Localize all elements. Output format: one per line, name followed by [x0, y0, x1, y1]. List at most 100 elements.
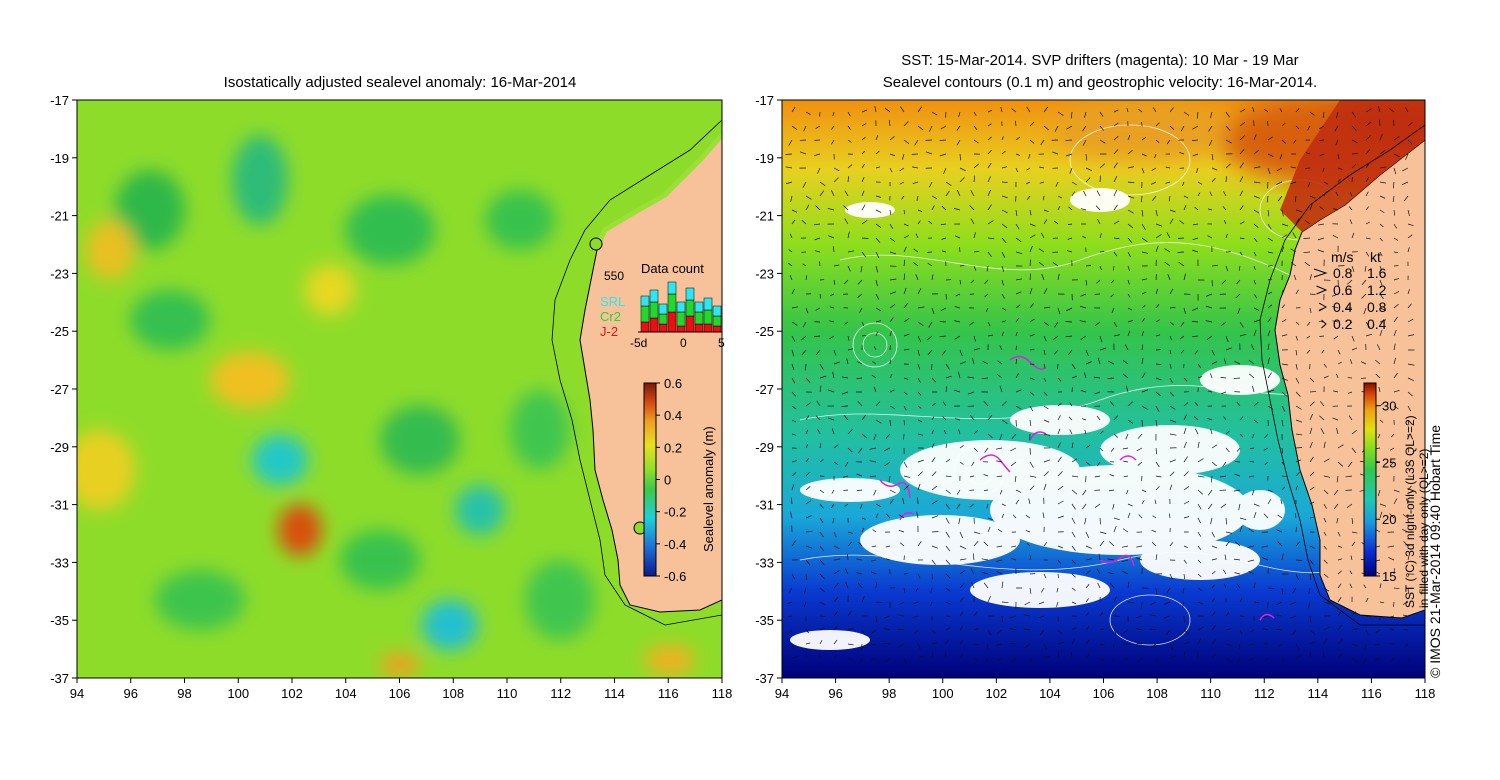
- velocity-arrow: [1071, 517, 1076, 524]
- velocity-arrow: [833, 177, 839, 183]
- velocity-arrow: [1321, 349, 1325, 354]
- velocity-arrow: [1001, 166, 1008, 169]
- velocity-arrow: [833, 545, 840, 550]
- velocity-arrow: [930, 587, 933, 593]
- velocity-arrow: [1309, 441, 1313, 449]
- velocity-arrow: [1169, 349, 1172, 355]
- velocity-arrow: [954, 335, 961, 340]
- velocity-arrow: [875, 135, 879, 141]
- velocity-arrow: [1319, 153, 1325, 156]
- velocity-arrow: [1152, 195, 1157, 201]
- velocity-arrow: [1253, 166, 1261, 169]
- left-sealevel-map[interactable]: -17-19-21-23-25-27-29-31-33-35-37 94 96 98…: [0, 0, 760, 780]
- velocity-arrow: [903, 259, 906, 267]
- velocity-arrow: [1113, 176, 1118, 183]
- velocity-arrow: [875, 419, 882, 424]
- velocity-arrow: [1374, 643, 1381, 646]
- velocity-arrow: [1309, 204, 1313, 211]
- velocity-arrow: [1169, 209, 1176, 213]
- velocity-arrow: [1135, 615, 1143, 619]
- velocity-arrow: [1267, 389, 1275, 393]
- velocity-arrow: [1099, 628, 1104, 631]
- velocity-arrow: [861, 190, 865, 197]
- lon-tick-label: 114: [1307, 686, 1328, 701]
- velocity-arrow: [1332, 234, 1339, 239]
- velocity-arrow: [983, 400, 989, 407]
- velocity-arrow: [1183, 111, 1190, 116]
- velocity-arrow: [791, 321, 798, 326]
- velocity-arrow: [931, 545, 938, 549]
- velocity-arrow: [1351, 611, 1356, 617]
- velocity-arrow: [1015, 389, 1022, 393]
- velocity-arrow: [1295, 472, 1300, 477]
- data-count-bar: [640, 321, 650, 333]
- velocity-arrow: [805, 458, 809, 463]
- velocity-arrow: [1080, 293, 1087, 297]
- lon-tick-label: 96: [828, 686, 842, 701]
- velocity-arrow: [847, 164, 853, 169]
- velocity-arrow: [847, 250, 855, 253]
- velocity-arrow: [1211, 177, 1216, 183]
- velocity-arrow: [1011, 545, 1017, 548]
- lon-tick-label: 98: [177, 686, 191, 701]
- velocity-arrow: [1125, 344, 1129, 351]
- velocity-arrow: [858, 447, 863, 454]
- velocity-arrow: [1365, 135, 1371, 141]
- imos-credit: © IMOS 21-Mar-2014 09:40 Hobart Time: [1427, 424, 1443, 678]
- velocity-arrow: [1071, 531, 1076, 538]
- velocity-arrow: [1127, 503, 1133, 507]
- velocity-arrow: [1225, 540, 1230, 547]
- velocity-arrow: [1112, 265, 1115, 271]
- velocity-arrow: [1113, 149, 1119, 155]
- velocity-arrow: [827, 389, 835, 393]
- velocity-arrow: [1084, 111, 1087, 118]
- legend-header-ms: m/s: [1331, 249, 1354, 265]
- right-sst-map[interactable]: -17-19-21-23-25-27-29-31-33-35-37 94 96 98…: [740, 0, 1500, 780]
- velocity-arrow: [941, 205, 947, 211]
- velocity-arrow: [1113, 415, 1118, 421]
- velocity-arrow: [889, 359, 891, 365]
- velocity-arrow: [805, 573, 808, 581]
- velocity-arrow: [1097, 219, 1101, 225]
- velocity-arrow: [1323, 458, 1330, 463]
- velocity-arrow: [983, 489, 989, 491]
- velocity-arrow: [805, 204, 810, 211]
- velocity-arrow: [1194, 206, 1199, 211]
- velocity-arrow: [1379, 402, 1384, 407]
- velocity-arrow: [861, 414, 867, 421]
- velocity-arrow: [903, 657, 907, 665]
- velocity-arrow: [1085, 545, 1092, 549]
- velocity-arrow: [1096, 415, 1101, 421]
- velocity-arrow: [959, 611, 964, 617]
- velocity-arrow: [889, 330, 892, 337]
- velocity-arrow: [903, 485, 909, 491]
- velocity-arrow: [889, 153, 896, 157]
- velocity-arrow: [1113, 122, 1119, 127]
- velocity-arrow: [996, 545, 1003, 548]
- velocity-arrow: [1085, 349, 1089, 357]
- velocity-arrow: [844, 218, 849, 225]
- velocity-arrow: [1211, 639, 1217, 645]
- velocity-arrow: [861, 123, 867, 127]
- velocity-arrow: [875, 166, 880, 169]
- velocity-arrow: [1379, 511, 1383, 519]
- velocity-arrow: [931, 416, 935, 421]
- velocity-arrow: [973, 657, 978, 661]
- velocity-arrow: [927, 349, 933, 356]
- velocity-arrow: [1038, 248, 1045, 253]
- data-count-tick: 5: [718, 336, 725, 350]
- tide-gauge-marker[interactable]: [589, 237, 603, 251]
- velocity-arrow: [1001, 601, 1009, 603]
- velocity-arrow: [1113, 596, 1117, 603]
- velocity-arrow: [847, 429, 853, 435]
- velocity-arrow: [1350, 555, 1353, 561]
- velocity-arrow: [931, 377, 937, 383]
- velocity-arrow: [997, 360, 1003, 365]
- velocity-arrow: [1110, 293, 1115, 298]
- velocity-arrow: [1065, 139, 1073, 141]
- velocity-arrow: [815, 307, 821, 311]
- velocity-arrow: [959, 279, 962, 285]
- velocity-arrow: [1122, 359, 1129, 365]
- velocity-arrow: [945, 475, 952, 478]
- velocity-arrow: [875, 615, 878, 623]
